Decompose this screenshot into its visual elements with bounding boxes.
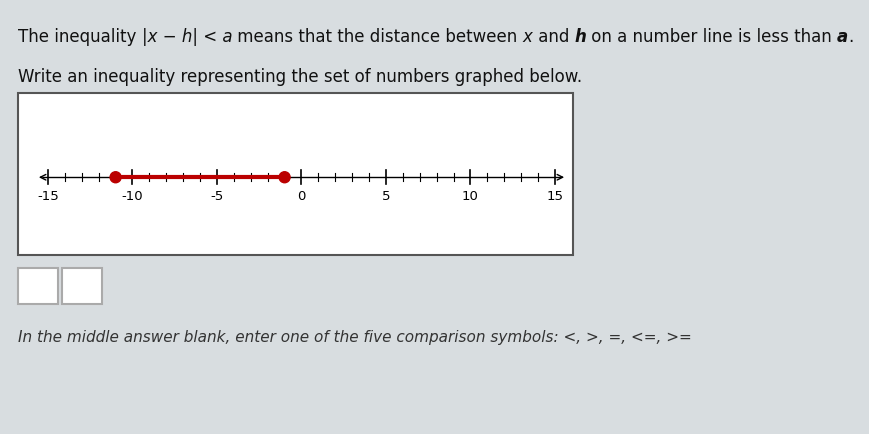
Text: on a number line is less than: on a number line is less than [586, 28, 836, 46]
Text: means that the distance between: means that the distance between [232, 28, 522, 46]
Text: -5: -5 [210, 190, 223, 203]
Text: |x − h| < a: |x − h| < a [142, 28, 232, 46]
Text: x: x [522, 28, 532, 46]
FancyBboxPatch shape [18, 268, 58, 304]
Text: 15: 15 [546, 190, 563, 203]
Text: Write an inequality representing the set of numbers graphed below.: Write an inequality representing the set… [18, 68, 581, 86]
Text: .: . [847, 28, 852, 46]
Text: and: and [532, 28, 574, 46]
Text: 5: 5 [381, 190, 390, 203]
FancyBboxPatch shape [62, 268, 102, 304]
Text: 0: 0 [297, 190, 305, 203]
Text: 10: 10 [461, 190, 479, 203]
Text: a: a [836, 28, 847, 46]
Text: -10: -10 [122, 190, 143, 203]
Circle shape [110, 172, 121, 183]
Circle shape [279, 172, 289, 183]
Text: h: h [574, 28, 586, 46]
Text: The inequality: The inequality [18, 28, 142, 46]
Text: -15: -15 [37, 190, 59, 203]
FancyBboxPatch shape [18, 93, 573, 255]
Text: In the middle answer blank, enter one of the five comparison symbols: <, >, =, <: In the middle answer blank, enter one of… [18, 330, 691, 345]
